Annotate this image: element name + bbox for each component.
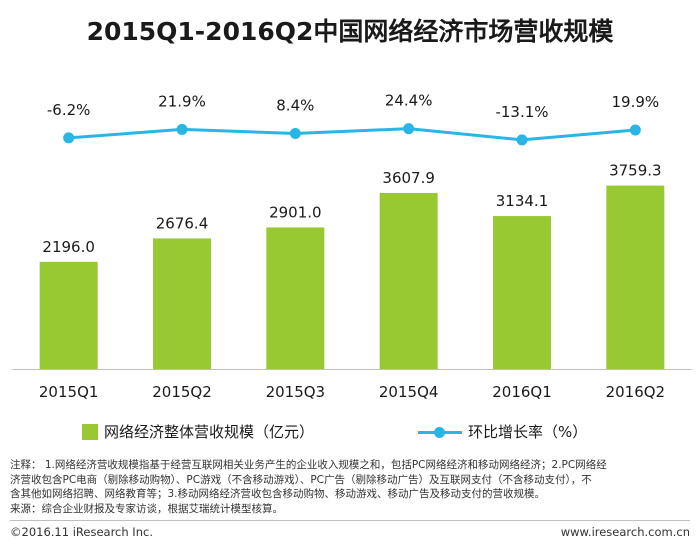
bar-value-label: 3134.1 <box>496 192 549 210</box>
legend-line-swatch <box>418 424 462 440</box>
website-link[interactable]: www.iresearch.com.cn <box>560 525 690 539</box>
bar-value-label: 2901.0 <box>269 203 322 221</box>
footnote: 注释： 1.网络经济营收规模指基于经营互联网相关业务产生的企业收入规模之和，包括… <box>10 458 690 516</box>
legend-label-revenue: 网络经济整体营收规模（亿元） <box>104 423 315 441</box>
growth-label: 24.4% <box>385 92 433 110</box>
bar-value-label: 3759.3 <box>609 162 662 180</box>
bar <box>153 238 211 369</box>
bar-value-label: 2196.0 <box>42 238 95 256</box>
growth-label: -13.1% <box>495 103 548 121</box>
footnote-line: 含其他如网络招聘、网络教育等；3.移动网络经济营收包含移动购物、移动游戏、移动广… <box>10 488 546 500</box>
x-tick-label: 2015Q3 <box>266 383 326 401</box>
x-tick-label: 2015Q1 <box>39 383 99 401</box>
growth-point <box>403 123 415 135</box>
growth-label: -6.2% <box>47 101 91 119</box>
x-tick-label: 2016Q1 <box>492 383 552 401</box>
bar <box>493 216 551 369</box>
legend: 网络经济整体营收规模（亿元） 环比增长率（%） <box>0 421 700 447</box>
footer-divider <box>10 520 690 521</box>
footnote-line: 注释： 1.网络经济营收规模指基于经营互联网相关业务产生的企业收入规模之和，包括… <box>10 459 607 471</box>
growth-point <box>63 132 75 144</box>
chart-canvas: 2196.0 2015Q1 2676.4 2015Q2 2901.0 2015Q3 3607… <box>12 92 692 401</box>
bar <box>39 261 98 369</box>
legend-item-revenue: 网络经济整体营收规模（亿元） <box>82 421 314 442</box>
bar <box>379 192 438 369</box>
footnote-line: 济营收包含PC电商（剔除移动购物）、PC游戏（不含移动游戏）、PC广告（剔除移动… <box>10 473 592 486</box>
bar <box>266 227 325 369</box>
growth-point <box>289 127 301 139</box>
legend-bar-swatch <box>82 423 98 440</box>
legend-item-growth: 环比增长率（%） <box>418 421 587 442</box>
copyright: ©2016.11 iResearch Inc. <box>10 525 153 539</box>
x-tick-label: 2015Q2 <box>152 383 212 401</box>
growth-point <box>176 123 188 135</box>
growth-label: 8.4% <box>276 96 314 114</box>
chart-title: 2015Q1-2016Q2中国网络经济市场营收规模 <box>86 17 614 46</box>
bar-value-label: 3607.9 <box>382 169 435 187</box>
x-tick-label: 2015Q4 <box>379 383 439 401</box>
footnote-source: 来源：综合企业财报及专家访谈，根据艾瑞统计模型核算。 <box>10 502 283 515</box>
bar-value-label: 2676.4 <box>156 214 209 232</box>
growth-line <box>68 127 636 142</box>
growth-point <box>629 124 641 136</box>
growth-label: 21.9% <box>158 92 206 110</box>
x-tick-label: 2016Q2 <box>606 383 666 401</box>
growth-point <box>516 134 528 146</box>
legend-label-growth: 环比增长率（%） <box>468 423 588 441</box>
growth-label: 19.9% <box>612 93 660 111</box>
bar <box>606 185 665 369</box>
